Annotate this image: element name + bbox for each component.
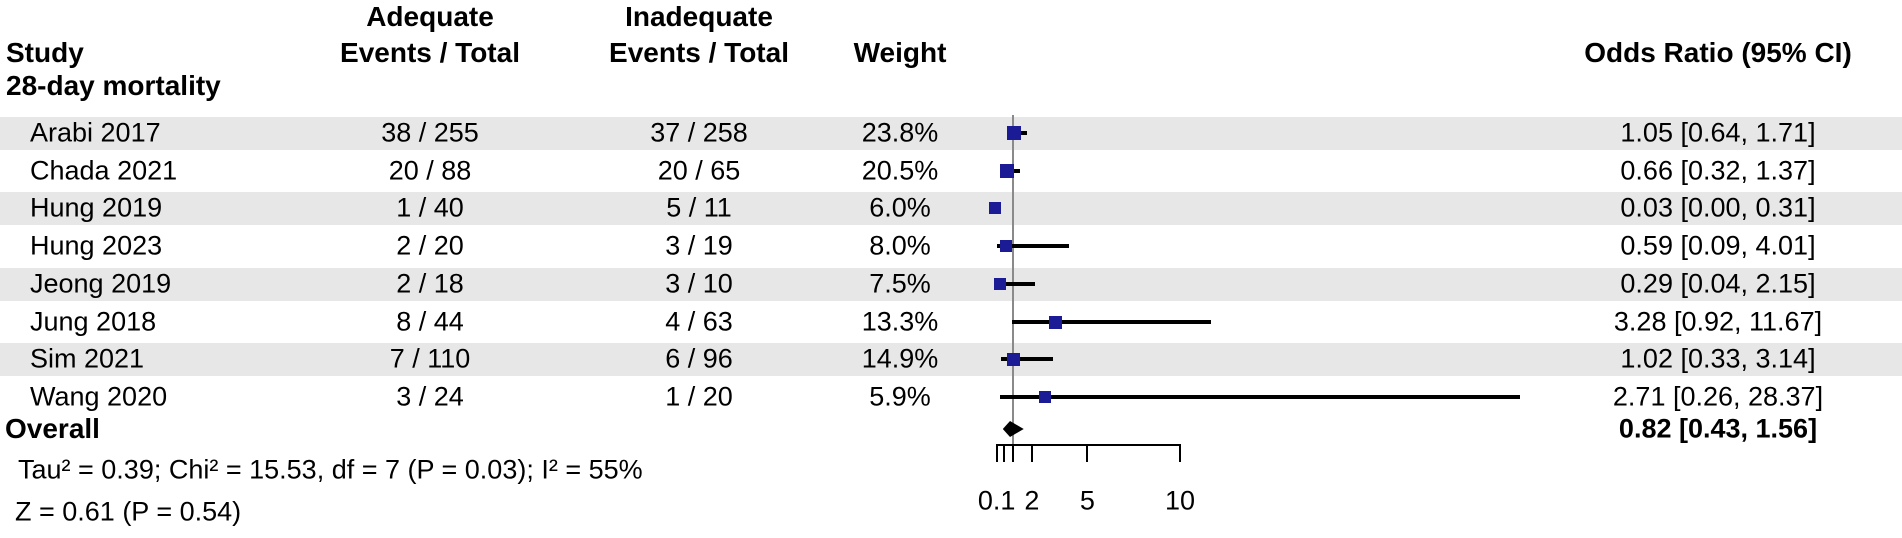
inadequate-events-cell: 1 / 20 xyxy=(665,381,733,412)
axis-tick xyxy=(1030,444,1033,462)
weight-cell: 5.9% xyxy=(869,381,931,412)
effect-square xyxy=(1007,352,1021,366)
study-label: Hung 2019 xyxy=(30,192,163,223)
inadequate-events-cell: 37 / 258 xyxy=(650,117,748,148)
inadequate-events-cell: 5 / 11 xyxy=(666,192,732,223)
axis-tick-label: 5 xyxy=(1079,485,1095,516)
effect-square xyxy=(999,240,1012,252)
weight-cell: 20.5% xyxy=(861,155,939,186)
adequate-events-cell: 1 / 40 xyxy=(396,192,464,223)
ci-line xyxy=(996,244,1070,248)
or-ci-cell: 2.71 [0.26, 28.37] xyxy=(1612,381,1824,412)
ci-line xyxy=(999,395,1521,399)
row-stripe xyxy=(0,191,1902,225)
axis-tick xyxy=(995,444,998,462)
overall-effect-test: Z = 0.61 (P = 0.54) xyxy=(15,496,242,527)
inadequate-events-cell: 6 / 96 xyxy=(665,343,733,374)
adequate-events-cell: 2 / 20 xyxy=(396,230,464,261)
effect-square xyxy=(1007,126,1022,140)
or-ci-cell: 0.66 [0.32, 1.37] xyxy=(1620,155,1816,186)
study-label: Jung 2018 xyxy=(30,306,157,337)
study-label: Sim 2021 xyxy=(30,343,145,374)
axis-tick xyxy=(1086,444,1089,462)
study-label: Jeong 2019 xyxy=(30,268,172,299)
column-header-events-total-2: Events / Total xyxy=(609,37,789,68)
study-label: Hung 2023 xyxy=(30,230,163,261)
subgroup-label: 28-day mortality xyxy=(6,70,221,101)
column-header-inadequate: Inadequate xyxy=(625,1,773,32)
weight-cell: 13.3% xyxy=(861,306,939,337)
effect-square xyxy=(1039,391,1052,403)
effect-square xyxy=(1000,164,1015,178)
or-ci-cell: 1.05 [0.64, 1.71] xyxy=(1620,117,1816,148)
weight-cell: 23.8% xyxy=(861,117,939,148)
column-header-study: Study xyxy=(6,37,84,68)
reference-line xyxy=(1012,115,1015,444)
column-header-events-total-1: Events / Total xyxy=(340,37,520,68)
row-stripe xyxy=(0,342,1902,376)
weight-cell: 7.5% xyxy=(869,268,931,299)
overall-diamond xyxy=(1002,421,1024,437)
effect-square xyxy=(1049,315,1063,329)
study-label: Chada 2021 xyxy=(30,155,178,186)
effect-square xyxy=(994,278,1007,290)
ci-line xyxy=(1011,320,1211,324)
adequate-events-cell: 7 / 110 xyxy=(389,343,471,374)
or-ci-cell: 0.03 [0.00, 0.31] xyxy=(1620,192,1816,223)
overall-or-ci-value: 0.82 [0.43, 1.56] xyxy=(1618,413,1818,444)
effect-square xyxy=(989,202,1002,214)
inadequate-events-cell: 3 / 19 xyxy=(665,230,733,261)
or-ci-cell: 0.59 [0.09, 4.01] xyxy=(1620,230,1816,261)
or-ci-cell: 1.02 [0.33, 3.14] xyxy=(1620,343,1816,374)
adequate-events-cell: 38 / 255 xyxy=(381,117,479,148)
axis-tick xyxy=(1003,444,1006,462)
column-header-weight: Weight xyxy=(853,37,947,68)
row-stripe xyxy=(0,116,1902,150)
weight-cell: 8.0% xyxy=(869,230,931,261)
adequate-events-cell: 2 / 18 xyxy=(396,268,464,299)
or-ci-cell: 0.29 [0.04, 2.15] xyxy=(1620,268,1816,299)
study-label: Arabi 2017 xyxy=(30,117,161,148)
axis-tick-label: 2 xyxy=(1024,485,1040,516)
inadequate-events-cell: 4 / 63 xyxy=(665,306,733,337)
column-header-odds-ratio: Odds Ratio (95% CI) xyxy=(1584,37,1852,68)
column-header-adequate: Adequate xyxy=(366,1,494,32)
heterogeneity-stats: Tau² = 0.39; Chi² = 15.53, df = 7 (P = 0… xyxy=(18,454,643,485)
study-label: Wang 2020 xyxy=(30,381,168,412)
weight-cell: 6.0% xyxy=(869,192,931,223)
axis-tick-label: 0.1 xyxy=(977,485,1016,516)
adequate-events-cell: 20 / 88 xyxy=(388,155,472,186)
overall-label: Overall xyxy=(5,413,100,444)
axis-tick-label: 10 xyxy=(1165,485,1196,516)
adequate-events-cell: 8 / 44 xyxy=(396,306,464,337)
axis-tick xyxy=(1179,444,1182,462)
axis-tick xyxy=(1012,444,1015,462)
inadequate-events-cell: 3 / 10 xyxy=(665,268,733,299)
ci-line xyxy=(995,282,1035,286)
row-stripe xyxy=(0,267,1902,301)
inadequate-events-cell: 20 / 65 xyxy=(657,155,741,186)
adequate-events-cell: 3 / 24 xyxy=(396,381,464,412)
or-ci-cell: 3.28 [0.92, 11.67] xyxy=(1613,306,1823,337)
weight-cell: 14.9% xyxy=(861,343,939,374)
ci-line xyxy=(1000,357,1053,361)
